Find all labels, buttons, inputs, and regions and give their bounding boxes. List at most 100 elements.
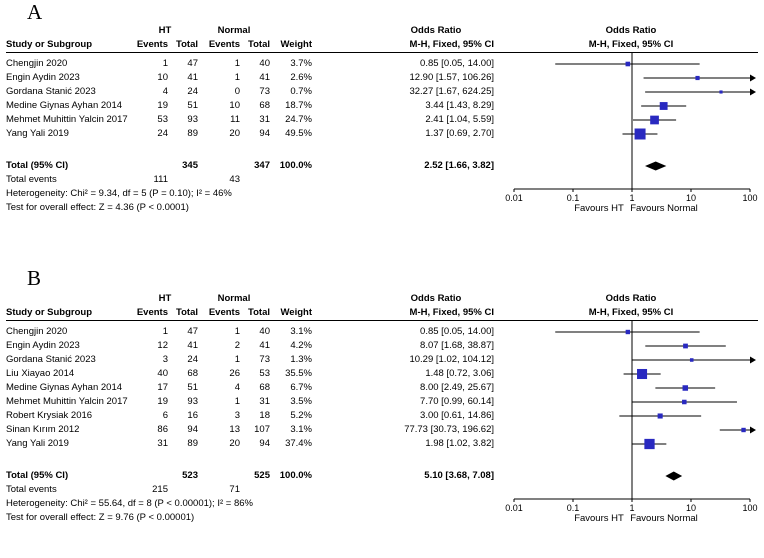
- group1-grand-total: 345: [182, 160, 198, 171]
- heterogeneity-text: Heterogeneity: Chi² = 9.34, df = 5 (P = …: [6, 188, 232, 199]
- study-col-header: Study or Subgroup: [6, 307, 93, 318]
- effect-square: [634, 128, 646, 140]
- axis-tick-label: 0.01: [505, 503, 523, 513]
- total-events-label: Total events: [6, 174, 57, 185]
- axis-tick-label: 100: [742, 503, 757, 513]
- study-name: Liu Xiayao 2014: [6, 368, 75, 379]
- odds-ratio-ci-text: 0.85 [0.05, 14.00]: [420, 326, 494, 337]
- panel-b-label: B: [27, 266, 42, 290]
- weight-value: 2.6%: [290, 72, 312, 83]
- study-row: Chengjin 2020 1 47 1 40 3.7% 0.85 [0.05, 14.00…: [6, 57, 758, 71]
- axis-tick-label: 0.01: [505, 193, 523, 203]
- group2-events: 1: [234, 396, 240, 407]
- effect-square: [719, 90, 723, 94]
- group1-events: 40: [157, 368, 168, 379]
- table-header: HT Normal Odds Ratio Odds Ratio Study or Sub…: [6, 24, 758, 53]
- group1-total: 16: [187, 410, 198, 421]
- odds-ratio-ci-text: 8.00 [2.49, 25.67]: [420, 382, 494, 393]
- effect-square: [657, 413, 663, 419]
- study-row: Medine Giynas Ayhan 2014 17 51 4 68 6.7% 8.00 …: [6, 381, 758, 395]
- weight-header: Weight: [280, 39, 313, 50]
- odds-ratio-ci-text: 77.73 [30.73, 196.62]: [404, 424, 494, 435]
- study-name: Yang Yali 2019: [6, 128, 69, 139]
- group1-events: 3: [162, 354, 168, 365]
- group1-total-events: 111: [153, 174, 168, 185]
- effect-square: [644, 438, 655, 450]
- weight-value: 24.7%: [285, 114, 312, 125]
- study-row: Gordana Stanić 2023 3 24 1 73 1.3% 10.29 [1.02…: [6, 353, 758, 367]
- header-column-row: Study or Subgroup Events Total Events Total W…: [6, 38, 758, 52]
- pooled-diamond: [644, 161, 667, 171]
- group1-total: 41: [187, 72, 198, 83]
- total-events-row: Total events 111 43: [6, 173, 758, 187]
- total-events-label: Total events: [6, 484, 57, 495]
- weight-value: 18.7%: [285, 100, 312, 111]
- group1-total: 47: [187, 58, 198, 69]
- odds-ratio-ci-text: 2.41 [1.04, 5.59]: [425, 114, 494, 125]
- group1-events: 17: [157, 382, 168, 393]
- header-column-row: Study or Subgroup Events Total Events Total W…: [6, 306, 758, 320]
- study-name: Engin Aydin 2023: [6, 72, 80, 83]
- plot-method-header: M-H, Fixed, 95% CI: [588, 39, 674, 50]
- group1-events-header: Events: [136, 307, 168, 318]
- odds-ratio-ci-text: 12.90 [1.57, 106.26]: [409, 72, 494, 83]
- axis-tick-label: 10: [686, 503, 696, 513]
- study-row: Robert Krysiak 2016 6 16 3 18 5.2% 3.00 [0.61,…: [6, 409, 758, 423]
- ci-arrow-right: [750, 74, 756, 82]
- study-name: Gordana Stanić 2023: [6, 86, 96, 97]
- forest-plot: 0.01 0.1 1 10 100 Favours HT Favours Normal: [505, 321, 758, 524]
- group2-total: 41: [259, 72, 270, 83]
- study-row: Engin Aydin 2023 10 41 1 41 2.6% 12.90 [1.57, …: [6, 71, 758, 85]
- group2-events: 20: [229, 438, 240, 449]
- effect-title: Odds Ratio: [410, 25, 462, 36]
- group2-total: 31: [259, 396, 270, 407]
- study-row: Mehmet Muhittin Yalcin 2017 19 93 1 31 3.5% 7.…: [6, 395, 758, 409]
- odds-ratio-ci-text: 3.44 [1.43, 8.29]: [425, 100, 494, 111]
- group2-total-header: Total: [248, 307, 270, 318]
- group1-total-events: 215: [152, 484, 168, 495]
- group1-events: 53: [157, 114, 168, 125]
- group1-total: 93: [187, 114, 198, 125]
- group2-total-events: 71: [229, 484, 240, 495]
- effect-method-header: M-H, Fixed, 95% CI: [409, 39, 494, 50]
- odds-ratio-ci-text: 0.85 [0.05, 14.00]: [420, 58, 494, 69]
- odds-ratio-ci-text: 32.27 [1.67, 624.25]: [409, 86, 494, 97]
- heterogeneity-row: Heterogeneity: Chi² = 9.34, df = 5 (P = …: [6, 187, 758, 201]
- group1-header: HT: [158, 25, 172, 36]
- total-weight: 100.0%: [279, 470, 312, 481]
- group1-events: 1: [162, 58, 168, 69]
- group2-header: Normal: [217, 25, 251, 36]
- group1-events: 19: [157, 100, 168, 111]
- ci-arrow-right: [750, 356, 756, 364]
- group2-events: 1: [234, 326, 240, 337]
- odds-ratio-ci-text: 3.00 [0.61, 14.86]: [420, 410, 494, 421]
- spacer: [168, 483, 198, 497]
- total-weight: 100.0%: [279, 160, 312, 171]
- group1-total: 89: [187, 438, 198, 449]
- group2-total: 73: [259, 86, 270, 97]
- overall-test-row: Test for overall effect: Z = 4.36 (P < 0…: [6, 201, 758, 215]
- group2-total-header: Total: [248, 39, 270, 50]
- forest-plot-panel-a: HT Normal Odds Ratio Odds Ratio Study or Sub…: [6, 24, 758, 223]
- study-name: Robert Krysiak 2016: [6, 410, 93, 421]
- group1-total: 51: [187, 100, 198, 111]
- forest-plot-panel-b: HT Normal Odds Ratio Odds Ratio Study or Sub…: [6, 292, 758, 533]
- group2-total-events: 43: [229, 174, 240, 185]
- odds-ratio-ci-text: 10.29 [1.02, 104.12]: [409, 354, 494, 365]
- total-label: Total (95% CI): [6, 470, 69, 481]
- effect-square: [637, 368, 648, 380]
- group2-events: 0: [234, 86, 240, 97]
- weight-value: 37.4%: [285, 438, 312, 449]
- odds-ratio-ci-text: 7.70 [0.99, 60.14]: [420, 396, 494, 407]
- group2-total: 107: [254, 424, 270, 435]
- axis-tick-label: 100: [742, 193, 757, 203]
- group2-total: 68: [259, 382, 270, 393]
- group1-total: 93: [187, 396, 198, 407]
- group1-events: 31: [157, 438, 168, 449]
- plot-effect-title: Odds Ratio: [605, 25, 657, 36]
- spacer: [270, 24, 312, 38]
- study-name: Mehmet Muhittin Yalcin 2017: [6, 396, 128, 407]
- weight-value: 3.7%: [290, 58, 312, 69]
- group1-total: 68: [187, 368, 198, 379]
- odds-ratio-ci-text: 1.48 [0.72, 3.06]: [425, 368, 494, 379]
